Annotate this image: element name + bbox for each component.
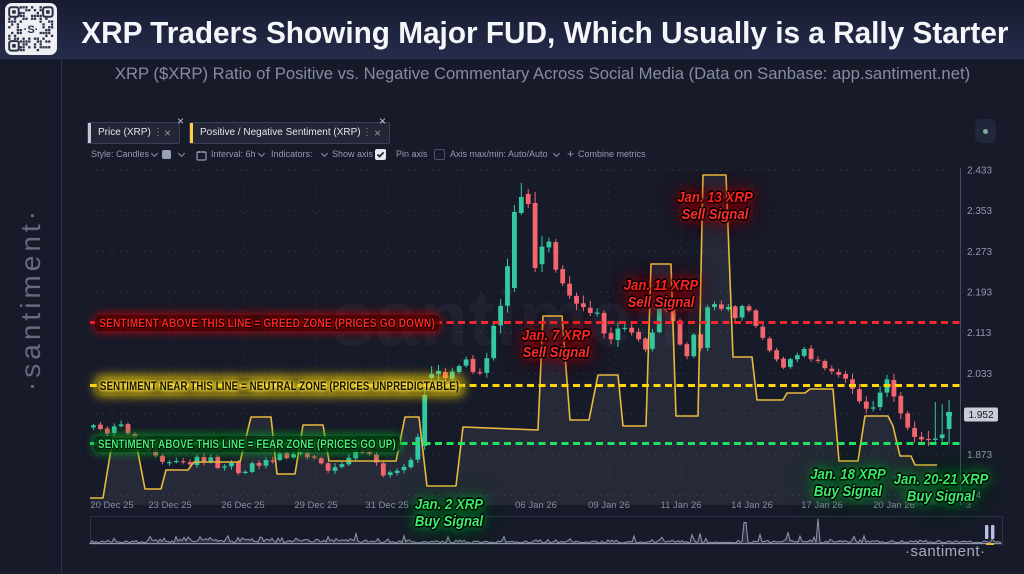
svg-text:2.033: 2.033: [967, 369, 992, 380]
svg-text:794: 794: [966, 490, 981, 500]
svg-text:2.193: 2.193: [967, 287, 992, 298]
svg-text:31 Dec 25: 31 Dec 25: [365, 500, 408, 511]
svg-text:20 Dec 25: 20 Dec 25: [90, 500, 133, 511]
svg-text:3: 3: [966, 500, 971, 510]
svg-text:29 Dec 25: 29 Dec 25: [294, 500, 337, 511]
svg-text:2.433: 2.433: [967, 166, 992, 177]
svg-text:11 Jan 26: 11 Jan 26: [660, 500, 701, 511]
svg-text:23 Dec 25: 23 Dec 25: [148, 500, 191, 511]
svg-text:·S·: ·S·: [24, 24, 39, 36]
svg-text:17 Jan 26: 17 Jan 26: [801, 500, 843, 511]
svg-text:2.273: 2.273: [967, 247, 992, 258]
svg-text:20 Jan 26: 20 Jan 26: [873, 500, 915, 511]
svg-text:09 Jan 26: 09 Jan 26: [588, 500, 630, 511]
svg-text:06 Jan 26: 06 Jan 26: [515, 500, 557, 511]
svg-text:1.952: 1.952: [968, 410, 993, 421]
svg-text:14 Jan 26: 14 Jan 26: [731, 500, 773, 511]
svg-text:26 Dec 25: 26 Dec 25: [221, 500, 264, 511]
svg-text:1.873: 1.873: [967, 450, 992, 461]
svg-text:2.113: 2.113: [967, 328, 992, 339]
svg-text:2.353: 2.353: [967, 206, 992, 217]
